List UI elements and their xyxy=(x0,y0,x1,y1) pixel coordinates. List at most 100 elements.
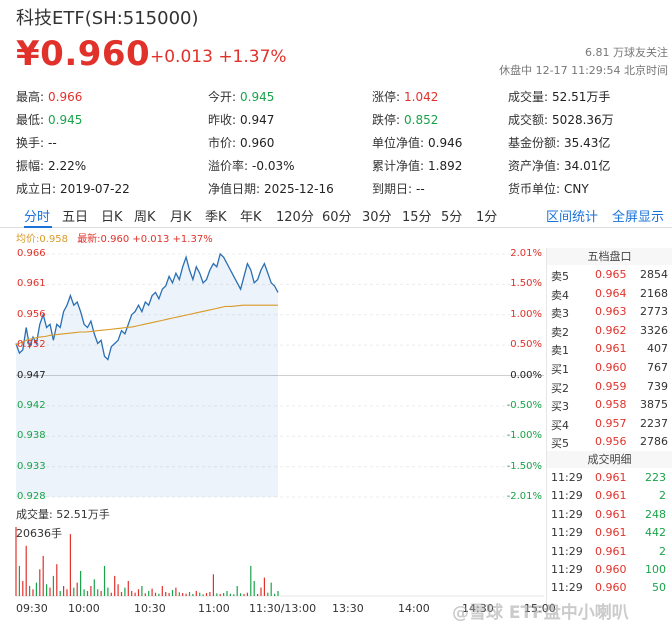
stat-value: 0.966 xyxy=(48,90,83,104)
y-tick-right: 0.00% xyxy=(510,369,542,381)
y-tick-right: 1.00% xyxy=(510,308,542,320)
volume-label: 成交量: 52.51万手 xyxy=(16,508,110,521)
stat-label: 资产净值: xyxy=(508,159,561,173)
stat-label: 今开: xyxy=(208,90,237,104)
stat-cell: 资产净值: 34.01亿 xyxy=(508,157,610,174)
x-tick: 14:00 xyxy=(398,602,430,615)
level-volume: 3875 xyxy=(640,398,668,412)
bid-row: 买4 0.957 2237 xyxy=(547,414,672,433)
tab-10[interactable]: 15分 xyxy=(402,210,432,225)
trade-row: 11:29 0.961 2 xyxy=(547,486,672,504)
trade-time: 11:29 xyxy=(551,526,583,540)
stat-cell: 今开: 0.945 xyxy=(208,88,274,105)
watermark: @雪球 ETF盘中小喇叭 xyxy=(452,603,629,623)
tab-7[interactable]: 120分 xyxy=(276,210,314,225)
stat-cell: 换手: -- xyxy=(16,134,57,151)
tab-8[interactable]: 60分 xyxy=(322,210,352,225)
trade-volume: 2 xyxy=(659,489,666,503)
stat-cell: 累计净值: 1.892 xyxy=(372,157,462,174)
stat-value: 0.960 xyxy=(240,136,275,150)
level-label: 卖2 xyxy=(551,325,569,339)
trade-volume: 50 xyxy=(652,581,666,595)
tab-2[interactable]: 日K xyxy=(101,210,123,225)
level-price: 0.963 xyxy=(595,305,627,319)
x-tick: 10:00 xyxy=(68,602,100,615)
x-tick: 10:30 xyxy=(134,602,166,615)
stats-row: 最低: 0.945 昨收: 0.947 跌停: 0.852 成交额: 5028.36万 xyxy=(16,107,666,130)
tab-3[interactable]: 周K xyxy=(134,210,156,225)
level-label: 买1 xyxy=(551,362,569,376)
ask-row: 卖4 0.964 2168 xyxy=(547,284,672,303)
stat-cell: 成立日: 2019-07-22 xyxy=(16,180,130,197)
level-volume: 2237 xyxy=(640,416,668,430)
level-volume: 2786 xyxy=(640,435,668,449)
level-label: 卖4 xyxy=(551,288,569,302)
stat-value: 1.042 xyxy=(404,90,439,104)
tab-12[interactable]: 1分 xyxy=(476,210,498,225)
x-tick: 15:00 xyxy=(524,602,556,615)
x-tick: 09:30 xyxy=(16,602,48,615)
trade-row: 11:29 0.961 248 xyxy=(547,505,672,523)
tab-4[interactable]: 月K xyxy=(170,210,192,225)
order-book-title: 五档盘口 xyxy=(547,248,672,265)
trade-volume: 248 xyxy=(645,507,666,521)
ask-row: 卖1 0.961 407 xyxy=(547,339,672,358)
stat-cell: 昨收: 0.947 xyxy=(208,111,274,128)
x-tick: 13:30 xyxy=(332,602,364,615)
stat-label: 最低: xyxy=(16,113,45,127)
trade-price: 0.961 xyxy=(595,507,627,521)
level-volume: 407 xyxy=(647,342,668,356)
trade-details-rows: 11:29 0.961 223 11:29 0.961 2 11:29 0.961 248 11:… xyxy=(547,468,672,597)
stat-label: 成交量: xyxy=(508,90,549,104)
stat-value: -0.03% xyxy=(252,159,295,173)
fullscreen-button[interactable]: 全屏显示 xyxy=(612,210,665,225)
order-book-rows: 卖5 0.965 2854 卖4 0.964 2168 卖3 0.963 2773 卖2 0.962… xyxy=(547,265,672,451)
stat-cell: 成交额: 5028.36万 xyxy=(508,111,614,128)
level-price: 0.961 xyxy=(595,342,627,356)
stat-label: 成立日: xyxy=(16,182,57,196)
intraday-chart[interactable] xyxy=(0,245,546,605)
level-volume: 3326 xyxy=(640,323,668,337)
stat-cell: 溢价率: -0.03% xyxy=(208,157,295,174)
stat-value: 0.946 xyxy=(428,136,463,150)
y-tick-left: 0.942 xyxy=(17,399,46,411)
level-price: 0.956 xyxy=(595,435,627,449)
chart-tabs: 分时 五日 日K 周K 月K 季K 年K 120分 60分 30分 15分 5分 1分 区间统计 全屏显示 xyxy=(0,200,672,228)
tab-9[interactable]: 30分 xyxy=(362,210,392,225)
price-line xyxy=(15,252,279,361)
followers-count[interactable]: 6.81 万球友关注 xyxy=(585,46,668,59)
tab-0[interactable]: 分时 xyxy=(24,210,51,225)
volume-max-label: 20636手 xyxy=(16,527,62,540)
stat-value: 35.43亿 xyxy=(564,136,611,150)
stat-label: 跌停: xyxy=(372,113,401,127)
stat-label: 单位净值: xyxy=(372,136,425,150)
trade-time: 11:29 xyxy=(551,544,583,558)
stat-label: 累计净值: xyxy=(372,159,425,173)
tab-5[interactable]: 季K xyxy=(205,210,227,225)
stat-label: 净值日期: xyxy=(208,182,261,196)
quote-stats: 最高: 0.966 今开: 0.945 涨停: 1.042 成交量: 52.51万手 最低: 0.… xyxy=(16,84,666,199)
level-label: 买5 xyxy=(551,437,569,451)
interval-stats-button[interactable]: 区间统计 xyxy=(546,210,599,225)
level-label: 买3 xyxy=(551,400,569,414)
stat-value: 34.01亿 xyxy=(564,159,611,173)
y-tick-left: 0.961 xyxy=(17,278,46,290)
level-volume: 739 xyxy=(647,379,668,393)
stat-value: 0.945 xyxy=(48,113,83,127)
trade-price: 0.961 xyxy=(595,526,627,540)
stock-title: 科技ETF(SH:515000) xyxy=(16,8,199,29)
y-tick-left: 0.966 xyxy=(17,248,46,259)
trade-time: 11:29 xyxy=(551,562,583,576)
stat-label: 市价: xyxy=(208,136,237,150)
stat-cell: 振幅: 2.22% xyxy=(16,157,86,174)
bid-row: 买5 0.956 2786 xyxy=(547,432,672,451)
stat-value: 0.945 xyxy=(240,90,275,104)
stat-label: 基金份额: xyxy=(508,136,561,150)
tab-6[interactable]: 年K xyxy=(240,210,262,225)
tab-11[interactable]: 5分 xyxy=(441,210,463,225)
y-tick-right: -1.00% xyxy=(506,430,542,442)
level-volume: 2773 xyxy=(640,305,668,319)
tab-1[interactable]: 五日 xyxy=(62,210,89,225)
stat-cell: 跌停: 0.852 xyxy=(372,111,438,128)
stat-value: -- xyxy=(416,182,425,196)
